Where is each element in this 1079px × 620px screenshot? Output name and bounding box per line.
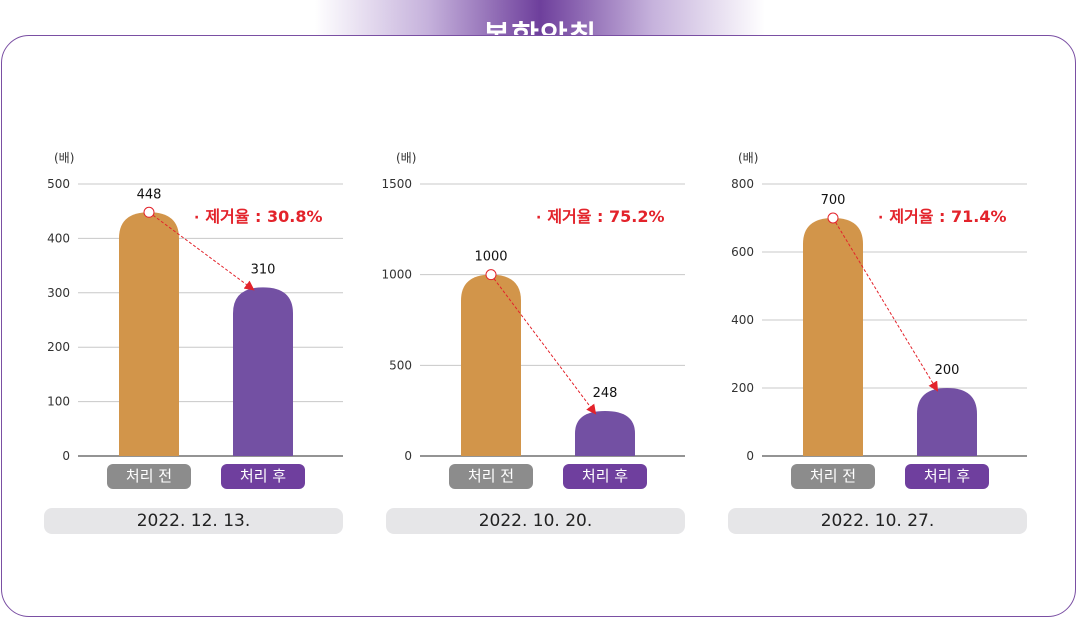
- y-tick-label: 800: [731, 177, 754, 191]
- bar-chart-1: 0 100 200 300 400 500 448 310: [47, 177, 343, 463]
- reduction-arrow: [832, 217, 939, 392]
- y-tick-label: 1500: [381, 177, 412, 191]
- date-label: 2022. 10. 20.: [386, 508, 685, 534]
- bar-chart-3: 0 200 400 600 800 700 200: [731, 177, 1027, 463]
- y-unit-label: (배): [54, 151, 75, 165]
- y-unit-label: (배): [396, 151, 417, 165]
- chart-panel-3: (배) 0 200 400 600 800 700 200 · 제거율 : 71.4% 처리 …: [728, 140, 1038, 540]
- data-label: 700: [821, 193, 846, 208]
- start-point-marker: [143, 206, 155, 218]
- y-tick-label: 500: [389, 358, 412, 372]
- y-tick-label: 0: [746, 449, 754, 463]
- removal-rate-text: 제거율 : 30.8%: [205, 207, 323, 226]
- bullet-icon: ·: [194, 210, 200, 226]
- category-after-label: 처리 후: [221, 464, 305, 489]
- bar-after: [233, 287, 293, 456]
- bar-before: [119, 212, 179, 456]
- y-tick-label: 200: [47, 340, 70, 354]
- data-label: 200: [935, 363, 960, 378]
- category-after-label: 처리 후: [905, 464, 989, 489]
- bullet-icon: ·: [878, 210, 884, 226]
- bar-before: [803, 218, 863, 456]
- category-before-label: 처리 전: [107, 464, 191, 489]
- chart-panel-1: (배) 0 100 200 300 400 500 448 310 · 제거율 : 30.8% …: [44, 140, 354, 540]
- y-tick-label: 1000: [381, 268, 412, 282]
- date-label: 2022. 10. 27.: [728, 508, 1027, 534]
- chart-panel-2: (배) 0 500 1000 1500 1000 248 · 제거율 : 75.2% 처리 …: [381, 140, 696, 540]
- reduction-arrow: [148, 211, 255, 291]
- bar-chart-2: 0 500 1000 1500 1000 248: [381, 177, 685, 463]
- y-tick-label: 400: [47, 231, 70, 245]
- bar-before: [461, 274, 521, 456]
- y-tick-label: 0: [62, 449, 70, 463]
- y-tick-label: 0: [404, 449, 412, 463]
- y-tick-label: 100: [47, 395, 70, 409]
- y-unit-label: (배): [738, 151, 759, 165]
- y-tick-label: 300: [47, 286, 70, 300]
- removal-rate-text: 제거율 : 71.4%: [889, 207, 1007, 226]
- y-tick-label: 600: [731, 245, 754, 259]
- y-tick-label: 400: [731, 313, 754, 327]
- removal-rate: · 제거율 : 30.8%: [194, 203, 323, 227]
- removal-rate: · 제거율 : 71.4%: [878, 203, 1007, 227]
- bar-after: [917, 388, 977, 456]
- y-tick-label: 500: [47, 177, 70, 191]
- removal-rate: · 제거율 : 75.2%: [536, 203, 665, 227]
- bullet-icon: ·: [536, 210, 542, 226]
- category-before-label: 처리 전: [449, 464, 533, 489]
- data-label: 448: [137, 187, 162, 202]
- reduction-arrow: [490, 274, 597, 415]
- category-after-label: 처리 후: [563, 464, 647, 489]
- date-label: 2022. 12. 13.: [44, 508, 343, 534]
- start-point-marker: [485, 269, 497, 281]
- start-point-marker: [827, 212, 839, 224]
- category-before-label: 처리 전: [791, 464, 875, 489]
- bar-after: [575, 411, 635, 456]
- data-label: 248: [593, 386, 618, 401]
- data-label: 310: [251, 262, 276, 277]
- removal-rate-text: 제거율 : 75.2%: [547, 207, 665, 226]
- y-tick-label: 200: [731, 381, 754, 395]
- data-label: 1000: [474, 250, 507, 265]
